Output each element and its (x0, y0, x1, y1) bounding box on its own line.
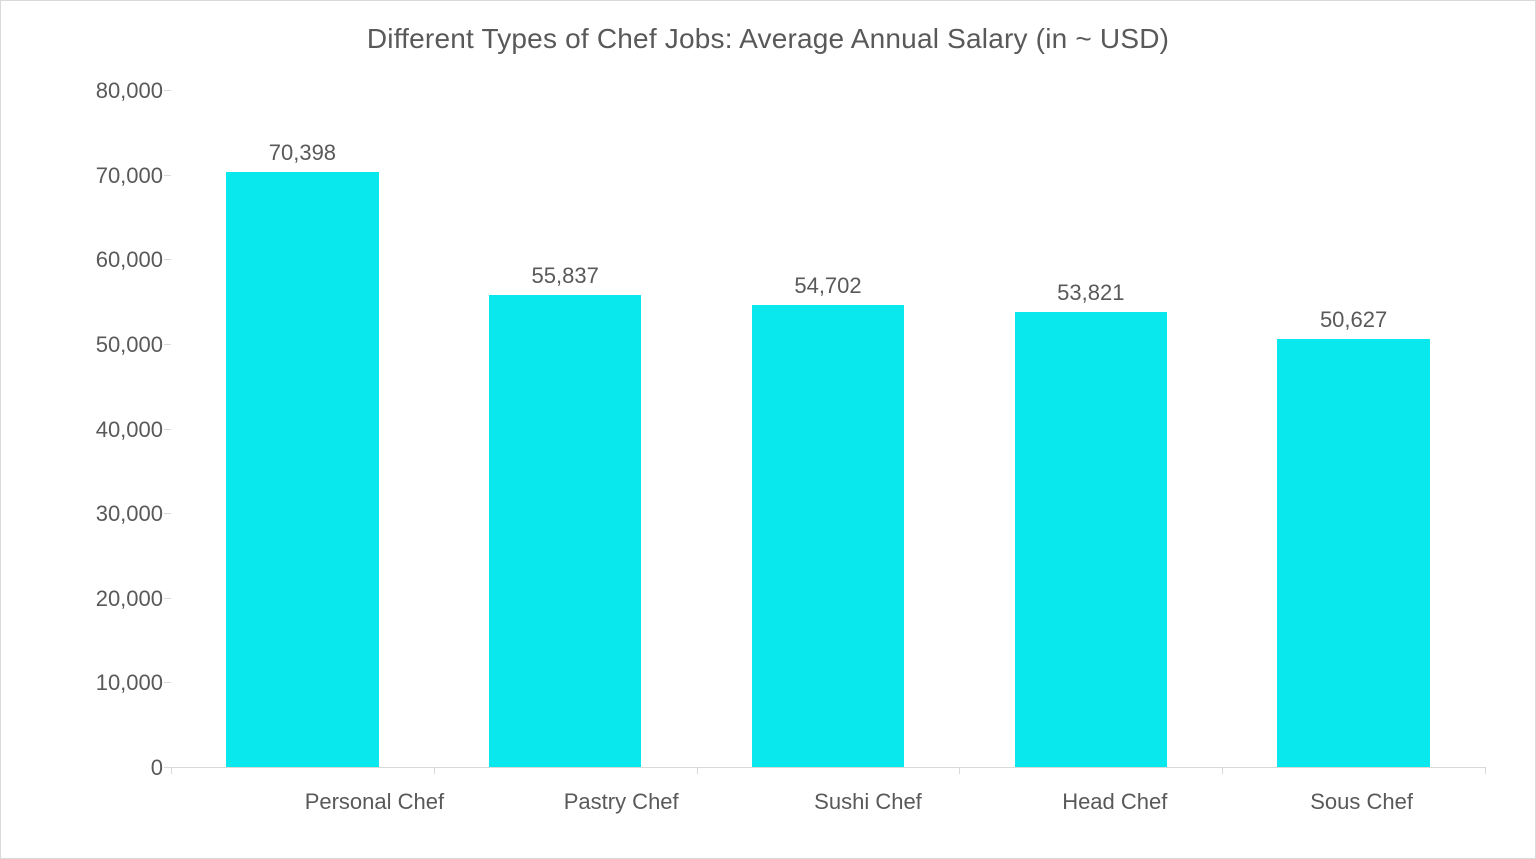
bar (489, 295, 641, 767)
plot-area: 70,39855,83754,70253,82150,627 Personal … (171, 91, 1485, 768)
y-axis-tick (164, 767, 171, 768)
bar-slot: 70,398 (171, 91, 434, 767)
plot-zone: 010,00020,00030,00040,00050,00060,00070,… (91, 91, 1485, 768)
x-axis-category-label: Sushi Chef (745, 789, 992, 815)
y-axis-tick (164, 598, 171, 599)
y-axis-tick (164, 259, 171, 260)
y-axis-tick (164, 344, 171, 345)
x-axis-category-label: Pastry Chef (498, 789, 745, 815)
bar-slot: 50,627 (1222, 91, 1485, 767)
bar (1015, 312, 1167, 767)
y-axis-tick (164, 513, 171, 514)
y-axis-tick-label: 0 (91, 757, 163, 779)
bar-value-label: 53,821 (1057, 282, 1124, 304)
y-axis-tick-label: 80,000 (91, 80, 163, 102)
bar (1277, 339, 1429, 767)
x-axis-category-label: Personal Chef (251, 789, 498, 815)
chart-title: Different Types of Chef Jobs: Average An… (1, 1, 1535, 55)
y-axis-labels: 010,00020,00030,00040,00050,00060,00070,… (91, 91, 163, 768)
bar-slot: 53,821 (959, 91, 1222, 767)
x-axis-category-label: Head Chef (991, 789, 1238, 815)
y-axis-tick (164, 429, 171, 430)
chart-frame: Different Types of Chef Jobs: Average An… (0, 0, 1536, 859)
bars-row: 70,398 55,837 54,702 53,821 50,627 (171, 91, 1485, 767)
x-axis-labels: Personal ChefPastry ChefSushi ChefHead C… (251, 789, 1485, 815)
x-axis-tick (434, 767, 435, 774)
y-axis-tick-label: 30,000 (91, 503, 163, 525)
y-axis-tick-label: 20,000 (91, 588, 163, 610)
y-axis-tick-label: 50,000 (91, 334, 163, 356)
bar-slot: 55,837 (434, 91, 697, 767)
y-axis-tick (164, 682, 171, 683)
y-axis-tick-label: 10,000 (91, 672, 163, 694)
bar-value-label: 50,627 (1320, 309, 1387, 331)
y-axis-tick-label: 60,000 (91, 249, 163, 271)
x-axis-category-label: Sous Chef (1238, 789, 1485, 815)
bar (226, 172, 378, 767)
y-axis-tick-label: 40,000 (91, 419, 163, 441)
x-axis-tick (697, 767, 698, 774)
x-axis-tick (1485, 767, 1486, 774)
bar-slot: 54,702 (697, 91, 960, 767)
x-axis-tick (959, 767, 960, 774)
bar-value-label: 70,398 (269, 142, 336, 164)
y-axis-tick-label: 70,000 (91, 165, 163, 187)
y-axis-tick (164, 175, 171, 176)
bar-value-label: 54,702 (794, 275, 861, 297)
x-axis-tick (171, 767, 172, 774)
bar (752, 305, 904, 767)
y-axis-tick (164, 90, 171, 91)
bar-value-label: 55,837 (532, 265, 599, 287)
x-axis-tick (1222, 767, 1223, 774)
